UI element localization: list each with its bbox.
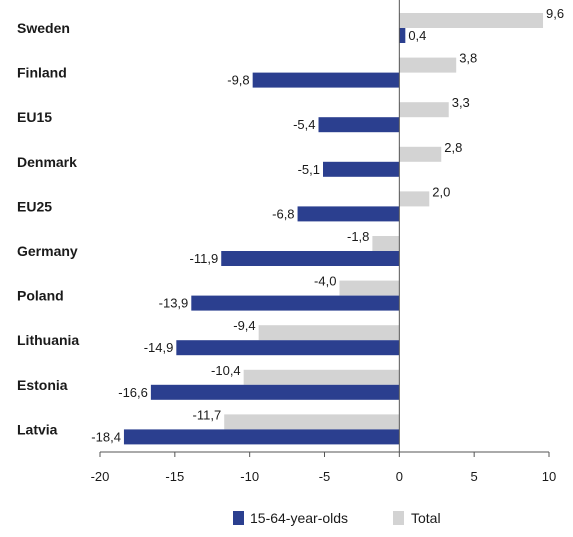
bar-total — [372, 236, 400, 251]
data-label-15-64: -11,9 — [190, 251, 219, 266]
bar-15-64 — [150, 384, 400, 400]
bar-15-64 — [123, 429, 400, 445]
category-label: Sweden — [17, 20, 70, 36]
bar-15-64 — [297, 206, 400, 222]
data-label-15-64: -5,4 — [293, 117, 315, 132]
bar-total — [224, 414, 400, 430]
bar-15-64 — [323, 161, 400, 177]
bar-total — [399, 13, 544, 28]
x-tick-label: -15 — [165, 469, 184, 484]
data-label-total: -10,4 — [211, 363, 241, 378]
x-tick-label: 10 — [542, 469, 556, 484]
data-label-total: 9,6 — [546, 6, 564, 21]
x-tick-label: 0 — [396, 469, 403, 484]
data-label-total: 2,0 — [432, 184, 450, 199]
bar-total — [243, 369, 400, 385]
legend-label-15-64: 15-64-year-olds — [250, 510, 348, 526]
category-label: Lithuania — [17, 332, 79, 348]
bar-15-64 — [176, 340, 400, 356]
data-label-total: 3,8 — [459, 51, 477, 66]
category-label: Poland — [17, 288, 64, 304]
data-label-15-64: -16,6 — [118, 385, 148, 400]
legend-label-total: Total — [411, 510, 441, 526]
bar-total — [399, 146, 442, 162]
data-label-total: -4,0 — [314, 274, 336, 289]
category-label: Estonia — [17, 377, 68, 393]
category-label: Latvia — [17, 421, 58, 437]
category-label: Denmark — [17, 154, 77, 170]
bar-total — [339, 280, 400, 296]
data-label-total: 2,8 — [444, 140, 462, 155]
legend-swatch-total — [393, 511, 404, 525]
x-tick-label: 5 — [471, 469, 478, 484]
category-label: EU25 — [17, 198, 52, 214]
data-label-15-64: -6,8 — [272, 206, 294, 221]
bar-total — [399, 102, 449, 118]
bar-15-64 — [252, 72, 400, 88]
bar-total — [399, 191, 430, 207]
bar-15-64 — [399, 28, 406, 43]
legend-swatch-15-64 — [233, 511, 244, 525]
x-tick-label: -5 — [319, 469, 331, 484]
data-label-total: 3,3 — [452, 95, 470, 110]
bar-total — [399, 57, 457, 73]
data-label-15-64: -14,9 — [144, 340, 174, 355]
data-label-15-64: -13,9 — [159, 296, 189, 311]
bar-15-64 — [318, 117, 400, 133]
bar-total — [258, 325, 400, 341]
data-label-total: -11,7 — [193, 407, 222, 422]
category-label: EU15 — [17, 109, 52, 125]
bar-15-64 — [191, 295, 400, 311]
data-label-total: -1,8 — [347, 229, 369, 244]
data-label-15-64: -5,1 — [298, 162, 320, 177]
bar-15-64 — [221, 251, 400, 266]
data-label-15-64: -9,8 — [227, 73, 249, 88]
data-label-15-64: 0,4 — [408, 28, 426, 43]
x-tick-label: -20 — [91, 469, 110, 484]
category-label: Finland — [17, 65, 67, 81]
data-label-15-64: -18,4 — [91, 429, 121, 444]
x-tick-label: -10 — [240, 469, 259, 484]
data-label-total: -9,4 — [233, 318, 255, 333]
category-label: Germany — [17, 243, 78, 259]
